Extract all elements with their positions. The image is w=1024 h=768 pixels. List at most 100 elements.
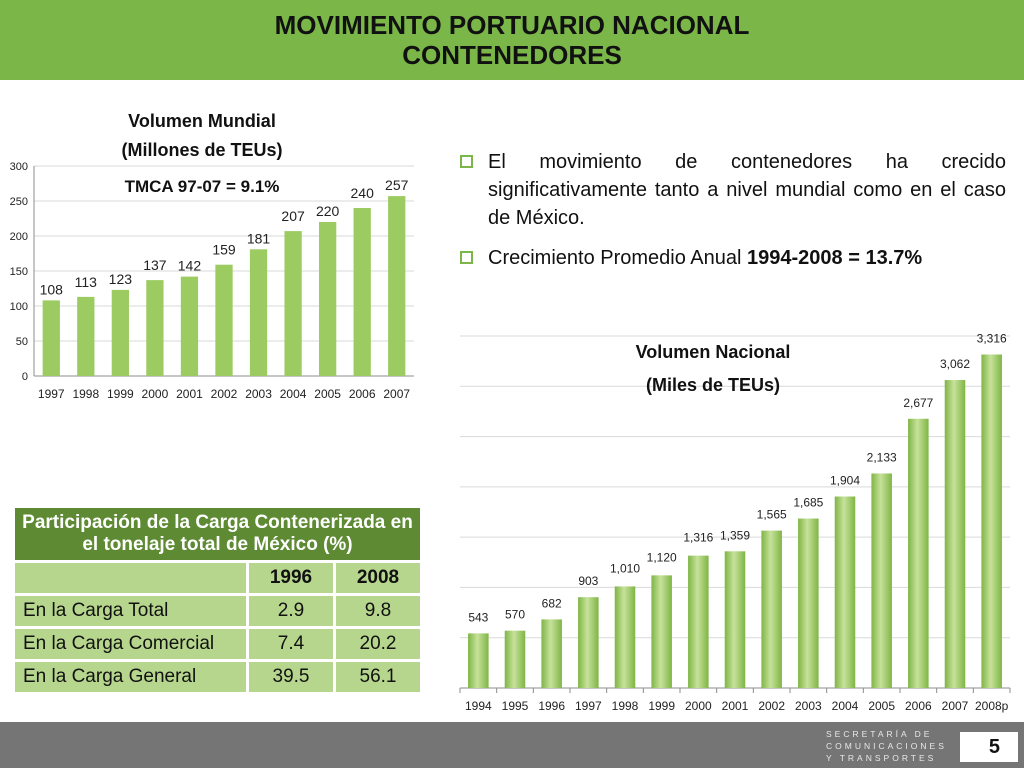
bar <box>180 276 199 376</box>
data-label: 543 <box>468 610 488 624</box>
x-tick-label: 1998 <box>612 699 639 713</box>
bar <box>541 619 562 688</box>
bullet-text-bold: 1994-2008 = 13.7% <box>747 247 923 269</box>
table-caption: Participación de la Carga Contenerizada … <box>15 508 420 560</box>
x-tick-label: 2002 <box>211 387 238 401</box>
table-row-label: En la Carga General <box>15 662 246 692</box>
data-label: 220 <box>316 203 340 219</box>
bar <box>468 633 489 688</box>
table-cell-2008: 9.8 <box>336 596 420 626</box>
table-cell-2008: 56.1 <box>336 662 420 692</box>
data-label: 570 <box>505 608 525 622</box>
y-tick-label: 150 <box>10 266 28 278</box>
y-tick-label: 200 <box>10 231 28 243</box>
data-label: 159 <box>212 242 236 258</box>
data-label: 1,565 <box>757 508 787 522</box>
bar <box>353 208 371 376</box>
charts-canvas: 0 50 100 150 200 250 300 108 1997 113 1998 123 1999 1… <box>10 111 1011 713</box>
x-tick-label: 2001 <box>722 699 749 713</box>
data-label: 903 <box>578 574 598 588</box>
table-row-label: En la Carga Total <box>15 596 246 626</box>
page-number: 5 <box>960 732 1018 762</box>
bar <box>724 551 746 688</box>
bullet-text: El movimiento de contenedores ha crecido… <box>488 151 1006 229</box>
bar <box>77 296 95 376</box>
bar <box>284 231 302 376</box>
data-label: 1,120 <box>647 550 677 564</box>
data-label: 1,685 <box>793 496 823 510</box>
bar <box>871 473 892 688</box>
sct-logo-text: SECRETARÍA DE COMUNICACIONES Y TRANSPORT… <box>826 728 946 764</box>
y-tick-label: 100 <box>10 301 28 313</box>
table-cell-1996: 7.4 <box>249 629 333 659</box>
container-share-table: Participación de la Carga Contenerizada … <box>12 505 423 695</box>
table-empty-cell <box>15 563 246 593</box>
data-label: 682 <box>542 596 562 610</box>
data-label: 108 <box>40 281 64 297</box>
table-row: En la Carga General 39.5 56.1 <box>15 662 420 692</box>
x-tick-label: 2003 <box>245 387 272 401</box>
bullet-item: Crecimiento Promedio Anual 1994-2008 = 1… <box>458 244 1006 272</box>
x-tick-label: 1996 <box>538 699 565 713</box>
x-tick-label: 1995 <box>502 699 529 713</box>
x-tick-label: 1999 <box>648 699 675 713</box>
slide-footer: SECRETARÍA DE COMUNICACIONES Y TRANSPORT… <box>0 722 1024 768</box>
bullet-text-prefix: Crecimiento Promedio Anual <box>488 247 748 269</box>
bar <box>761 530 782 688</box>
x-tick-label: 2003 <box>795 699 822 713</box>
x-tick-label: 2005 <box>314 387 341 401</box>
table-year-row: 1996 2008 <box>15 563 420 593</box>
slide-header: MOVIMIENTO PORTUARIO NACIONAL CONTENEDOR… <box>0 0 1024 80</box>
chart-title: Volumen Mundial <box>128 111 276 131</box>
data-label: 1,010 <box>610 561 640 575</box>
chart-annotation: TMCA 97-07 = 9.1% <box>125 177 280 196</box>
slide-title-line-1: MOVIMIENTO PORTUARIO NACIONAL <box>274 10 750 40</box>
bar <box>688 555 709 688</box>
data-label: 142 <box>178 258 202 274</box>
x-tick-label: 2000 <box>142 387 169 401</box>
table-cell-1996: 2.9 <box>249 596 333 626</box>
x-tick-label: 1998 <box>72 387 99 401</box>
chart-title: Volumen Nacional <box>636 342 791 362</box>
data-label: 207 <box>281 208 305 224</box>
bar <box>798 518 819 688</box>
x-tick-label: 2007 <box>942 699 969 713</box>
x-tick-label: 1999 <box>107 387 134 401</box>
data-label: 2,133 <box>867 450 897 464</box>
data-label: 2,677 <box>903 396 933 410</box>
chart-subtitle: (Millones de TEUs) <box>121 140 282 160</box>
x-tick-label: 2007 <box>383 387 410 401</box>
x-tick-label: 2004 <box>832 699 859 713</box>
logo-line-3: Y TRANSPORTES <box>826 753 937 763</box>
table-cell-1996: 39.5 <box>249 662 333 692</box>
chart-subtitle: (Miles de TEUs) <box>646 375 780 395</box>
data-label: 257 <box>385 177 409 193</box>
logo-line-1: SECRETARÍA DE <box>826 729 933 739</box>
bar <box>111 289 129 376</box>
table-year-2008: 2008 <box>336 563 420 593</box>
data-label: 3,062 <box>940 357 970 371</box>
x-tick-label: 2006 <box>349 387 376 401</box>
bar <box>651 575 672 688</box>
x-tick-label: 1997 <box>38 387 65 401</box>
table-cell-2008: 20.2 <box>336 629 420 659</box>
data-label: 3,316 <box>977 332 1007 346</box>
data-label: 1,359 <box>720 528 750 542</box>
y-tick-label: 50 <box>16 336 28 348</box>
bar <box>146 280 164 376</box>
slide-title-line-2: CONTENEDORES <box>402 40 622 70</box>
x-tick-label: 1994 <box>465 699 492 713</box>
y-tick-label: 0 <box>22 371 28 383</box>
y-tick-label: 250 <box>10 196 28 208</box>
table-row-label: En la Carga Comercial <box>15 629 246 659</box>
x-tick-label: 2004 <box>280 387 307 401</box>
bar <box>504 630 526 688</box>
data-label: 1,904 <box>830 474 860 488</box>
x-tick-label: 2008p <box>975 699 1009 713</box>
table-row: En la Carga Total 2.9 9.8 <box>15 596 420 626</box>
bar <box>908 418 929 688</box>
y-tick-label: 300 <box>10 161 28 173</box>
x-tick-label: 2002 <box>758 699 785 713</box>
bar <box>614 586 636 688</box>
bullet-square-icon <box>460 251 476 267</box>
